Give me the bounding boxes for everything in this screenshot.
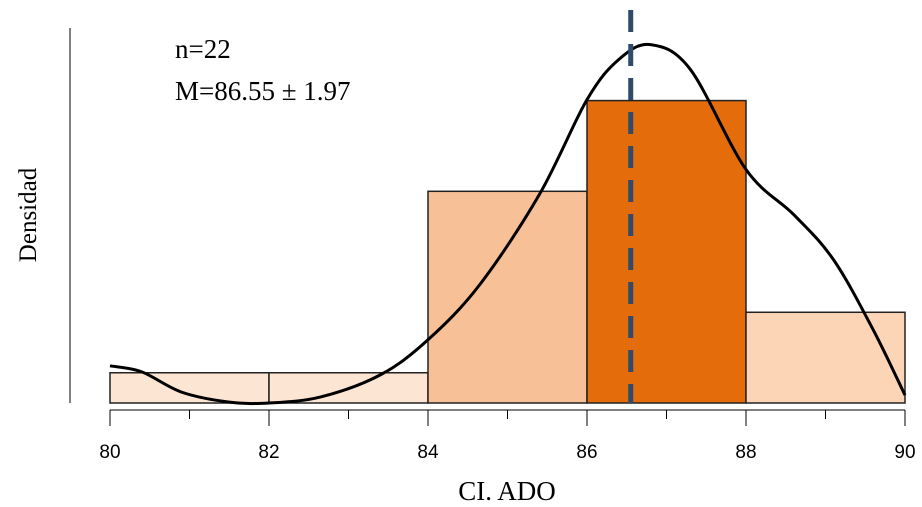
x-tick-label: 82 bbox=[258, 442, 279, 463]
density-curve bbox=[109, 42, 907, 406]
bar bbox=[586, 99, 747, 404]
y-axis-label: Densidad bbox=[15, 167, 42, 262]
annotation: M=86.55 ± 1.97 bbox=[175, 76, 351, 106]
x-tick-label: 80 bbox=[99, 442, 120, 463]
x-tick-label: 86 bbox=[576, 442, 597, 463]
annotation: n=22 bbox=[175, 34, 231, 64]
bar bbox=[109, 372, 270, 404]
x-tick-label: 90 bbox=[894, 442, 915, 463]
bar bbox=[427, 190, 588, 404]
bar bbox=[745, 311, 906, 404]
x-axis-label: CI. ADO bbox=[458, 476, 556, 506]
x-tick-label: 88 bbox=[735, 442, 756, 463]
x-tick-label: 84 bbox=[417, 442, 439, 463]
